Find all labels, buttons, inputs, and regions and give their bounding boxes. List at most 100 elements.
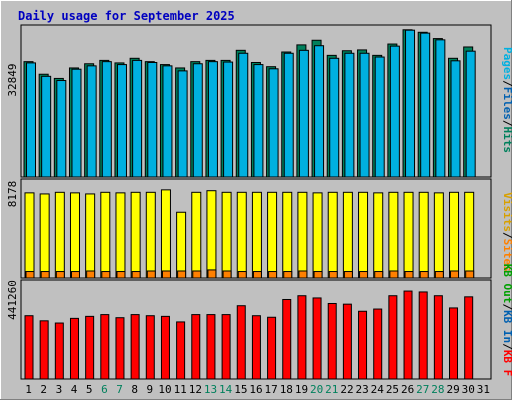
sites-bar xyxy=(86,270,96,279)
sites-bar xyxy=(298,270,308,279)
kbytes-bar xyxy=(327,302,337,380)
sites-bar xyxy=(313,271,323,279)
kbytes-bar xyxy=(449,307,459,380)
sites-bar xyxy=(70,271,80,279)
files-bar xyxy=(420,32,431,178)
sites-bar xyxy=(252,271,262,279)
kbytes-bar xyxy=(312,297,322,380)
legend-separator: / xyxy=(501,120,512,127)
files-bar xyxy=(344,52,355,178)
legend-separator: / xyxy=(501,80,512,87)
files-bar xyxy=(268,68,279,178)
legend-separator: / xyxy=(501,303,512,310)
files-bar xyxy=(26,62,36,178)
visits-bar xyxy=(312,192,323,279)
kbytes-bar xyxy=(464,296,474,380)
kbytes-bar xyxy=(403,290,413,380)
hits-files-max-label: 32849 xyxy=(6,63,19,96)
day-label: 24 xyxy=(371,383,385,396)
files-bar xyxy=(465,50,476,178)
visits-bar xyxy=(418,191,429,279)
day-label: 17 xyxy=(265,383,278,396)
sites-bar xyxy=(389,270,399,279)
files-bar xyxy=(435,39,446,178)
sites-bar xyxy=(101,271,111,279)
visits-bar xyxy=(327,191,338,279)
files-bar xyxy=(314,45,325,178)
day-label: 10 xyxy=(158,383,171,396)
day-label: 29 xyxy=(446,383,459,396)
day-label: 25 xyxy=(386,383,399,396)
files-bar xyxy=(207,61,218,178)
legend-kb-out: KB Out xyxy=(501,264,512,304)
kbytes-max-label: 441260 xyxy=(6,280,19,320)
day-label: 22 xyxy=(340,383,353,396)
legend-kb-f: KB F xyxy=(501,350,512,377)
files-bar xyxy=(162,65,173,178)
kbytes-bar xyxy=(358,310,368,380)
kbytes-bar xyxy=(251,315,261,380)
kbytes-bar xyxy=(115,317,125,380)
sites-bar xyxy=(465,270,475,279)
visits-bar xyxy=(100,191,111,279)
day-label: 5 xyxy=(86,383,93,396)
visits-bar xyxy=(85,193,96,279)
hits-files-bars xyxy=(23,29,476,178)
sites-bar xyxy=(328,271,338,279)
kbytes-bar xyxy=(342,303,352,380)
files-bar xyxy=(238,52,249,178)
visits-sites-legend: Visits/Sites xyxy=(501,192,512,272)
sites-bar xyxy=(343,271,353,279)
sites-bar xyxy=(207,269,217,279)
files-bar xyxy=(147,61,158,178)
day-label: 30 xyxy=(462,383,475,396)
sites-bar xyxy=(177,270,187,279)
visits-bar xyxy=(54,191,65,279)
visits-bar xyxy=(297,191,308,279)
sites-bar xyxy=(131,271,141,279)
kbytes-bar xyxy=(373,308,383,380)
kbytes-bar xyxy=(206,314,216,380)
day-label: 4 xyxy=(71,383,78,396)
files-bar xyxy=(41,75,52,178)
kbytes-bar xyxy=(236,305,246,380)
legend-hits: Hits xyxy=(501,127,512,154)
files-bar xyxy=(359,52,370,178)
visits-bar xyxy=(115,192,126,279)
files-bar xyxy=(374,56,385,178)
sites-bar xyxy=(268,271,278,279)
day-label: 27 xyxy=(416,383,429,396)
files-bar xyxy=(329,57,340,178)
day-label: 28 xyxy=(431,383,444,396)
files-bar xyxy=(192,63,203,178)
day-label: 20 xyxy=(310,383,323,396)
visits-bar xyxy=(145,191,156,279)
visits-bar xyxy=(39,193,50,279)
sites-bar xyxy=(116,271,126,279)
kbytes-bar xyxy=(69,317,79,380)
day-label: 1 xyxy=(25,383,32,396)
sites-bar xyxy=(374,271,384,279)
files-bar xyxy=(177,70,188,178)
chart-title: Daily usage for September 2025 xyxy=(18,9,235,23)
kbytes-bar xyxy=(130,314,140,380)
kbytes-panel: 441260 KB Out/KB In/KB F xyxy=(6,264,512,380)
visits-bar xyxy=(449,191,460,279)
visits-bar xyxy=(267,191,278,279)
day-label: 7 xyxy=(116,383,123,396)
kbytes-bar xyxy=(297,295,307,380)
hits-files-legend: Pages/Files/Hits xyxy=(501,47,512,153)
files-bar xyxy=(101,61,112,178)
day-label: 23 xyxy=(356,383,369,396)
visits-bar xyxy=(160,189,171,279)
visits-bar xyxy=(191,191,202,279)
sites-bar xyxy=(450,270,460,279)
sites-bar xyxy=(40,271,50,279)
visits-bar xyxy=(176,211,187,279)
visits-bar xyxy=(403,191,414,279)
kbytes-bar xyxy=(54,322,64,380)
visits-bar xyxy=(221,191,232,279)
visits-bar xyxy=(358,191,369,279)
files-bar xyxy=(389,45,400,178)
day-label: 18 xyxy=(280,383,293,396)
